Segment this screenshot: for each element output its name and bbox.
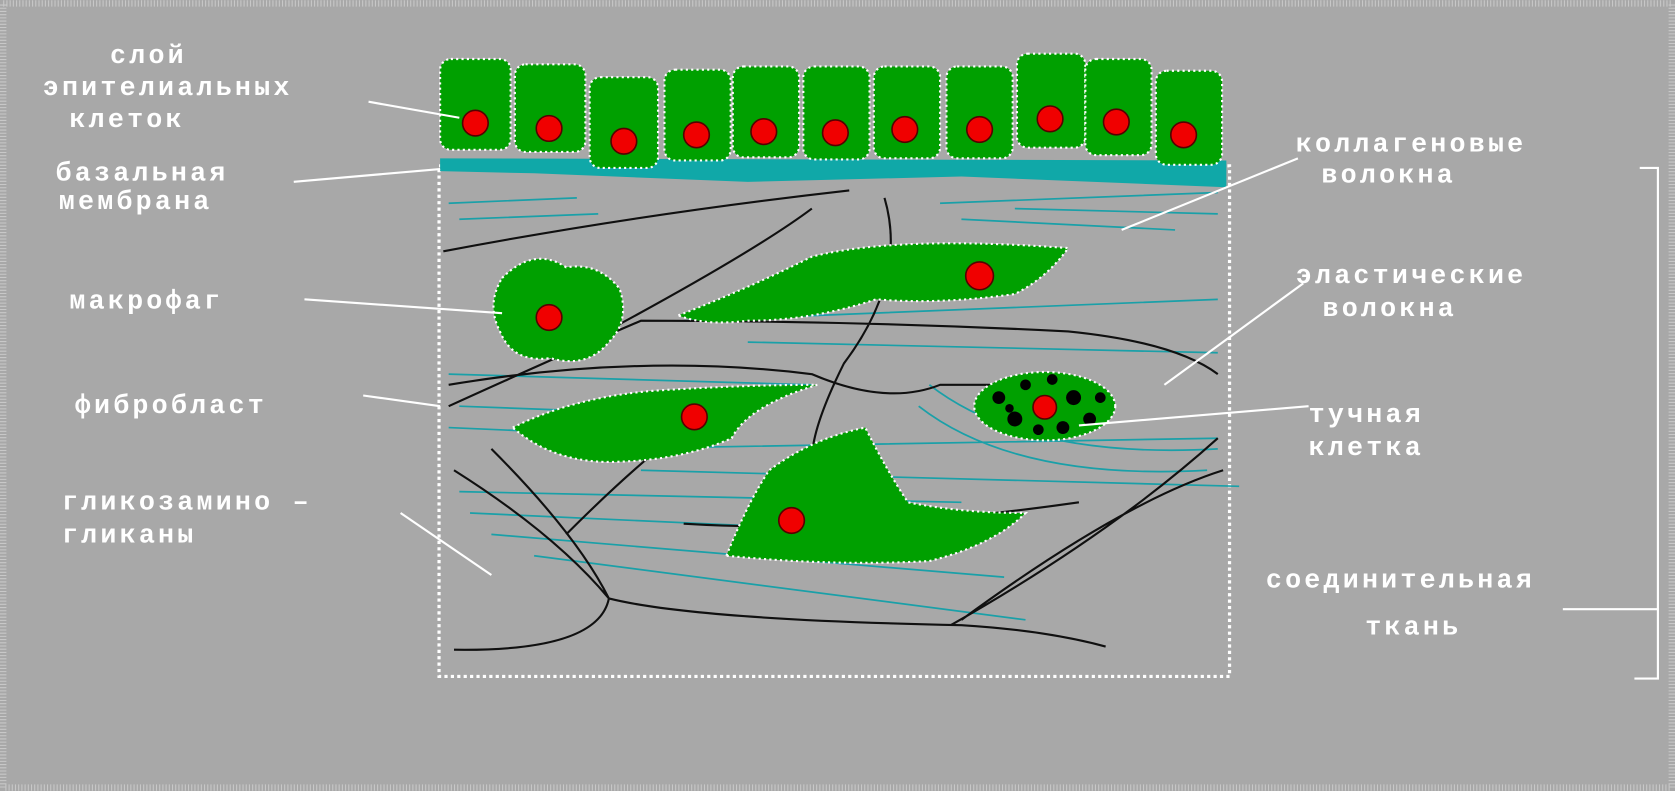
nucleus: [1169, 121, 1198, 149]
epithelial-cell: [872, 65, 942, 160]
label: тучная: [1309, 401, 1424, 431]
nucleus: [535, 114, 563, 143]
label: гликозамино –: [62, 488, 312, 518]
epithelial-cell: [945, 65, 1014, 160]
epithelial-cell: [1084, 57, 1153, 157]
nucleus: [1036, 105, 1064, 133]
label: фибробласт: [75, 392, 267, 422]
label: клеток: [69, 106, 184, 136]
epithelial-cell: [439, 57, 512, 151]
label: ткань: [1365, 613, 1461, 643]
label: макрофаг: [69, 288, 223, 318]
epithelial-cell: [513, 63, 587, 154]
label: гликаны: [62, 521, 197, 551]
nucleus: [891, 115, 919, 144]
epithelial-cell: [1015, 52, 1087, 149]
epithelial-cell: [588, 76, 660, 170]
epithelial-cell: [663, 68, 732, 162]
nucleus: [965, 115, 994, 144]
label: соединительная: [1266, 566, 1535, 596]
nucleus: [461, 109, 489, 137]
label: слой: [110, 42, 187, 72]
label: волокна: [1322, 295, 1457, 325]
nucleus: [1102, 108, 1130, 136]
label: эластические: [1296, 262, 1527, 292]
epithelial-cell: [802, 65, 871, 161]
nucleus: [750, 118, 778, 146]
label: коллагеновые: [1296, 131, 1527, 161]
label: мембрана: [59, 188, 213, 218]
label: базальная: [56, 159, 229, 189]
leader-lines: [293, 100, 1659, 680]
epithelial-cell: [1154, 69, 1224, 166]
nucleus: [610, 127, 638, 155]
nucleus: [821, 119, 849, 147]
label: клетка: [1309, 434, 1424, 464]
tissue: [437, 52, 1240, 679]
label: волокна: [1321, 161, 1456, 191]
nucleus: [682, 121, 711, 149]
epithelial-cell: [731, 65, 801, 159]
label: эпителиальных: [43, 74, 293, 104]
